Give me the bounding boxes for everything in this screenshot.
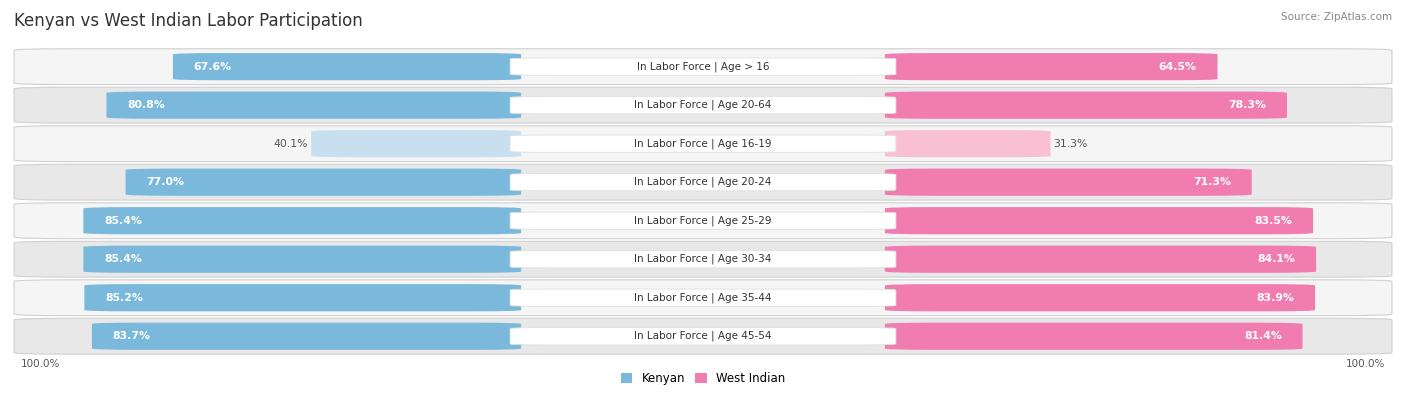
Text: 85.2%: 85.2% [105, 293, 143, 303]
FancyBboxPatch shape [510, 58, 896, 75]
Text: 83.7%: 83.7% [112, 331, 150, 341]
FancyBboxPatch shape [884, 169, 1251, 196]
FancyBboxPatch shape [510, 96, 896, 114]
FancyBboxPatch shape [884, 53, 1218, 80]
FancyBboxPatch shape [510, 212, 896, 229]
FancyBboxPatch shape [14, 87, 1392, 123]
FancyBboxPatch shape [884, 207, 1313, 234]
FancyBboxPatch shape [83, 246, 522, 273]
FancyBboxPatch shape [14, 126, 1392, 162]
Text: 31.3%: 31.3% [1053, 139, 1088, 149]
Text: 84.1%: 84.1% [1257, 254, 1295, 264]
Text: Kenyan vs West Indian Labor Participation: Kenyan vs West Indian Labor Participatio… [14, 12, 363, 30]
Text: In Labor Force | Age 20-24: In Labor Force | Age 20-24 [634, 177, 772, 188]
Text: In Labor Force | Age > 16: In Labor Force | Age > 16 [637, 61, 769, 72]
Text: 71.3%: 71.3% [1194, 177, 1232, 187]
Text: 85.4%: 85.4% [104, 216, 142, 226]
FancyBboxPatch shape [884, 284, 1315, 311]
Text: 83.9%: 83.9% [1257, 293, 1295, 303]
FancyBboxPatch shape [125, 169, 522, 196]
FancyBboxPatch shape [884, 92, 1286, 119]
FancyBboxPatch shape [311, 130, 522, 157]
Text: 77.0%: 77.0% [146, 177, 184, 187]
Legend: Kenyan, West Indian: Kenyan, West Indian [616, 367, 790, 389]
FancyBboxPatch shape [510, 135, 896, 152]
FancyBboxPatch shape [14, 241, 1392, 277]
Text: Source: ZipAtlas.com: Source: ZipAtlas.com [1281, 12, 1392, 22]
Text: 85.4%: 85.4% [104, 254, 142, 264]
FancyBboxPatch shape [107, 92, 522, 119]
FancyBboxPatch shape [884, 246, 1316, 273]
FancyBboxPatch shape [14, 203, 1392, 239]
Text: 80.8%: 80.8% [127, 100, 165, 110]
Text: 81.4%: 81.4% [1244, 331, 1282, 341]
FancyBboxPatch shape [884, 323, 1302, 350]
FancyBboxPatch shape [510, 289, 896, 307]
FancyBboxPatch shape [83, 207, 522, 234]
Text: In Labor Force | Age 25-29: In Labor Force | Age 25-29 [634, 215, 772, 226]
FancyBboxPatch shape [510, 173, 896, 191]
Text: In Labor Force | Age 30-34: In Labor Force | Age 30-34 [634, 254, 772, 265]
Text: 78.3%: 78.3% [1229, 100, 1267, 110]
FancyBboxPatch shape [14, 164, 1392, 200]
FancyBboxPatch shape [173, 53, 522, 80]
FancyBboxPatch shape [84, 284, 522, 311]
FancyBboxPatch shape [14, 280, 1392, 316]
FancyBboxPatch shape [14, 49, 1392, 85]
Text: In Labor Force | Age 35-44: In Labor Force | Age 35-44 [634, 292, 772, 303]
Text: 100.0%: 100.0% [21, 359, 60, 369]
FancyBboxPatch shape [510, 327, 896, 345]
FancyBboxPatch shape [510, 250, 896, 268]
Text: 64.5%: 64.5% [1159, 62, 1197, 71]
Text: In Labor Force | Age 16-19: In Labor Force | Age 16-19 [634, 138, 772, 149]
Text: 67.6%: 67.6% [194, 62, 232, 71]
Text: In Labor Force | Age 45-54: In Labor Force | Age 45-54 [634, 331, 772, 342]
Text: 83.5%: 83.5% [1254, 216, 1292, 226]
Text: In Labor Force | Age 20-64: In Labor Force | Age 20-64 [634, 100, 772, 111]
Text: 40.1%: 40.1% [274, 139, 308, 149]
FancyBboxPatch shape [884, 130, 1050, 157]
Text: 100.0%: 100.0% [1346, 359, 1385, 369]
FancyBboxPatch shape [14, 318, 1392, 354]
FancyBboxPatch shape [91, 323, 522, 350]
